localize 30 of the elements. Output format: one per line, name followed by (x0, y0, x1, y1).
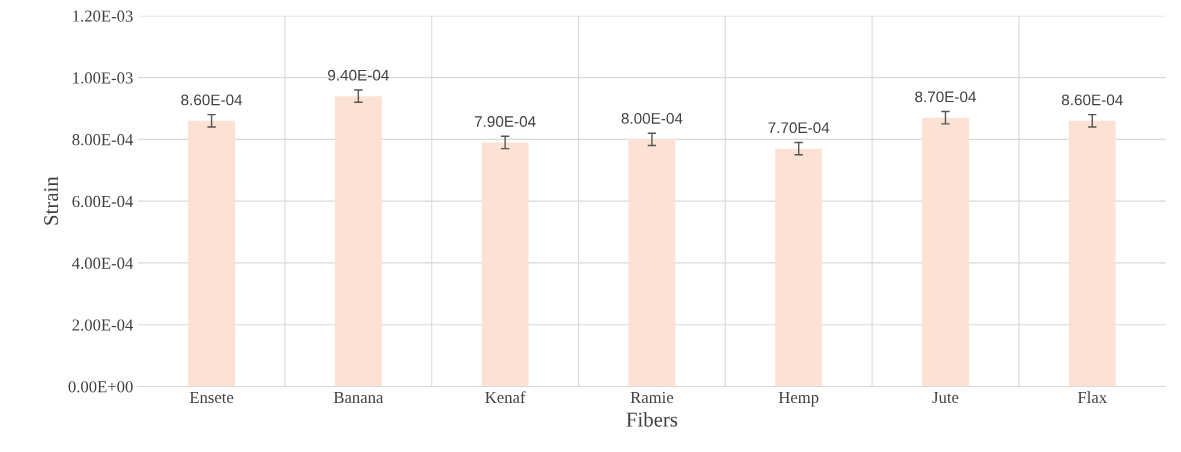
y-tick-label: 0.00E+00 (68, 381, 133, 393)
bar (775, 148, 823, 387)
x-tick-label: Ensete (189, 391, 234, 404)
bar (334, 96, 382, 387)
y-tick-label: 8.00E-04 (72, 134, 134, 146)
bar (481, 142, 529, 387)
y-tick-label: 6.00E-04 (72, 195, 134, 208)
x-tick-label: Jute (932, 391, 959, 404)
data-label: 7.90E-04 (474, 116, 536, 127)
bar (628, 139, 676, 387)
x-tick-label: Banana (333, 391, 384, 404)
y-tick-label: 1.00E-03 (73, 72, 133, 84)
data-label: 9.40E-04 (328, 69, 389, 81)
x-axis-title: Fibers (626, 411, 678, 427)
data-label: 8.70E-04 (915, 91, 977, 103)
data-label: 7.70E-04 (768, 122, 830, 134)
x-tick-label: Kenaf (485, 391, 526, 404)
data-label: 8.60E-04 (181, 94, 243, 106)
x-tick-label: Hemp (778, 391, 819, 407)
data-label: 8.60E-04 (1061, 94, 1123, 106)
y-axis-title: Strain (44, 176, 59, 225)
x-tick-label: Flax (1077, 391, 1107, 404)
x-tick-label: Ramie (630, 391, 674, 404)
bar (188, 120, 236, 387)
data-label: 8.00E-04 (621, 113, 683, 124)
y-tick-label: 4.00E-04 (72, 257, 134, 269)
y-tick-label: 1.20E-03 (73, 10, 133, 22)
bar (921, 117, 969, 387)
bar (1068, 120, 1116, 387)
y-tick-label: 2.00E-04 (72, 319, 134, 331)
